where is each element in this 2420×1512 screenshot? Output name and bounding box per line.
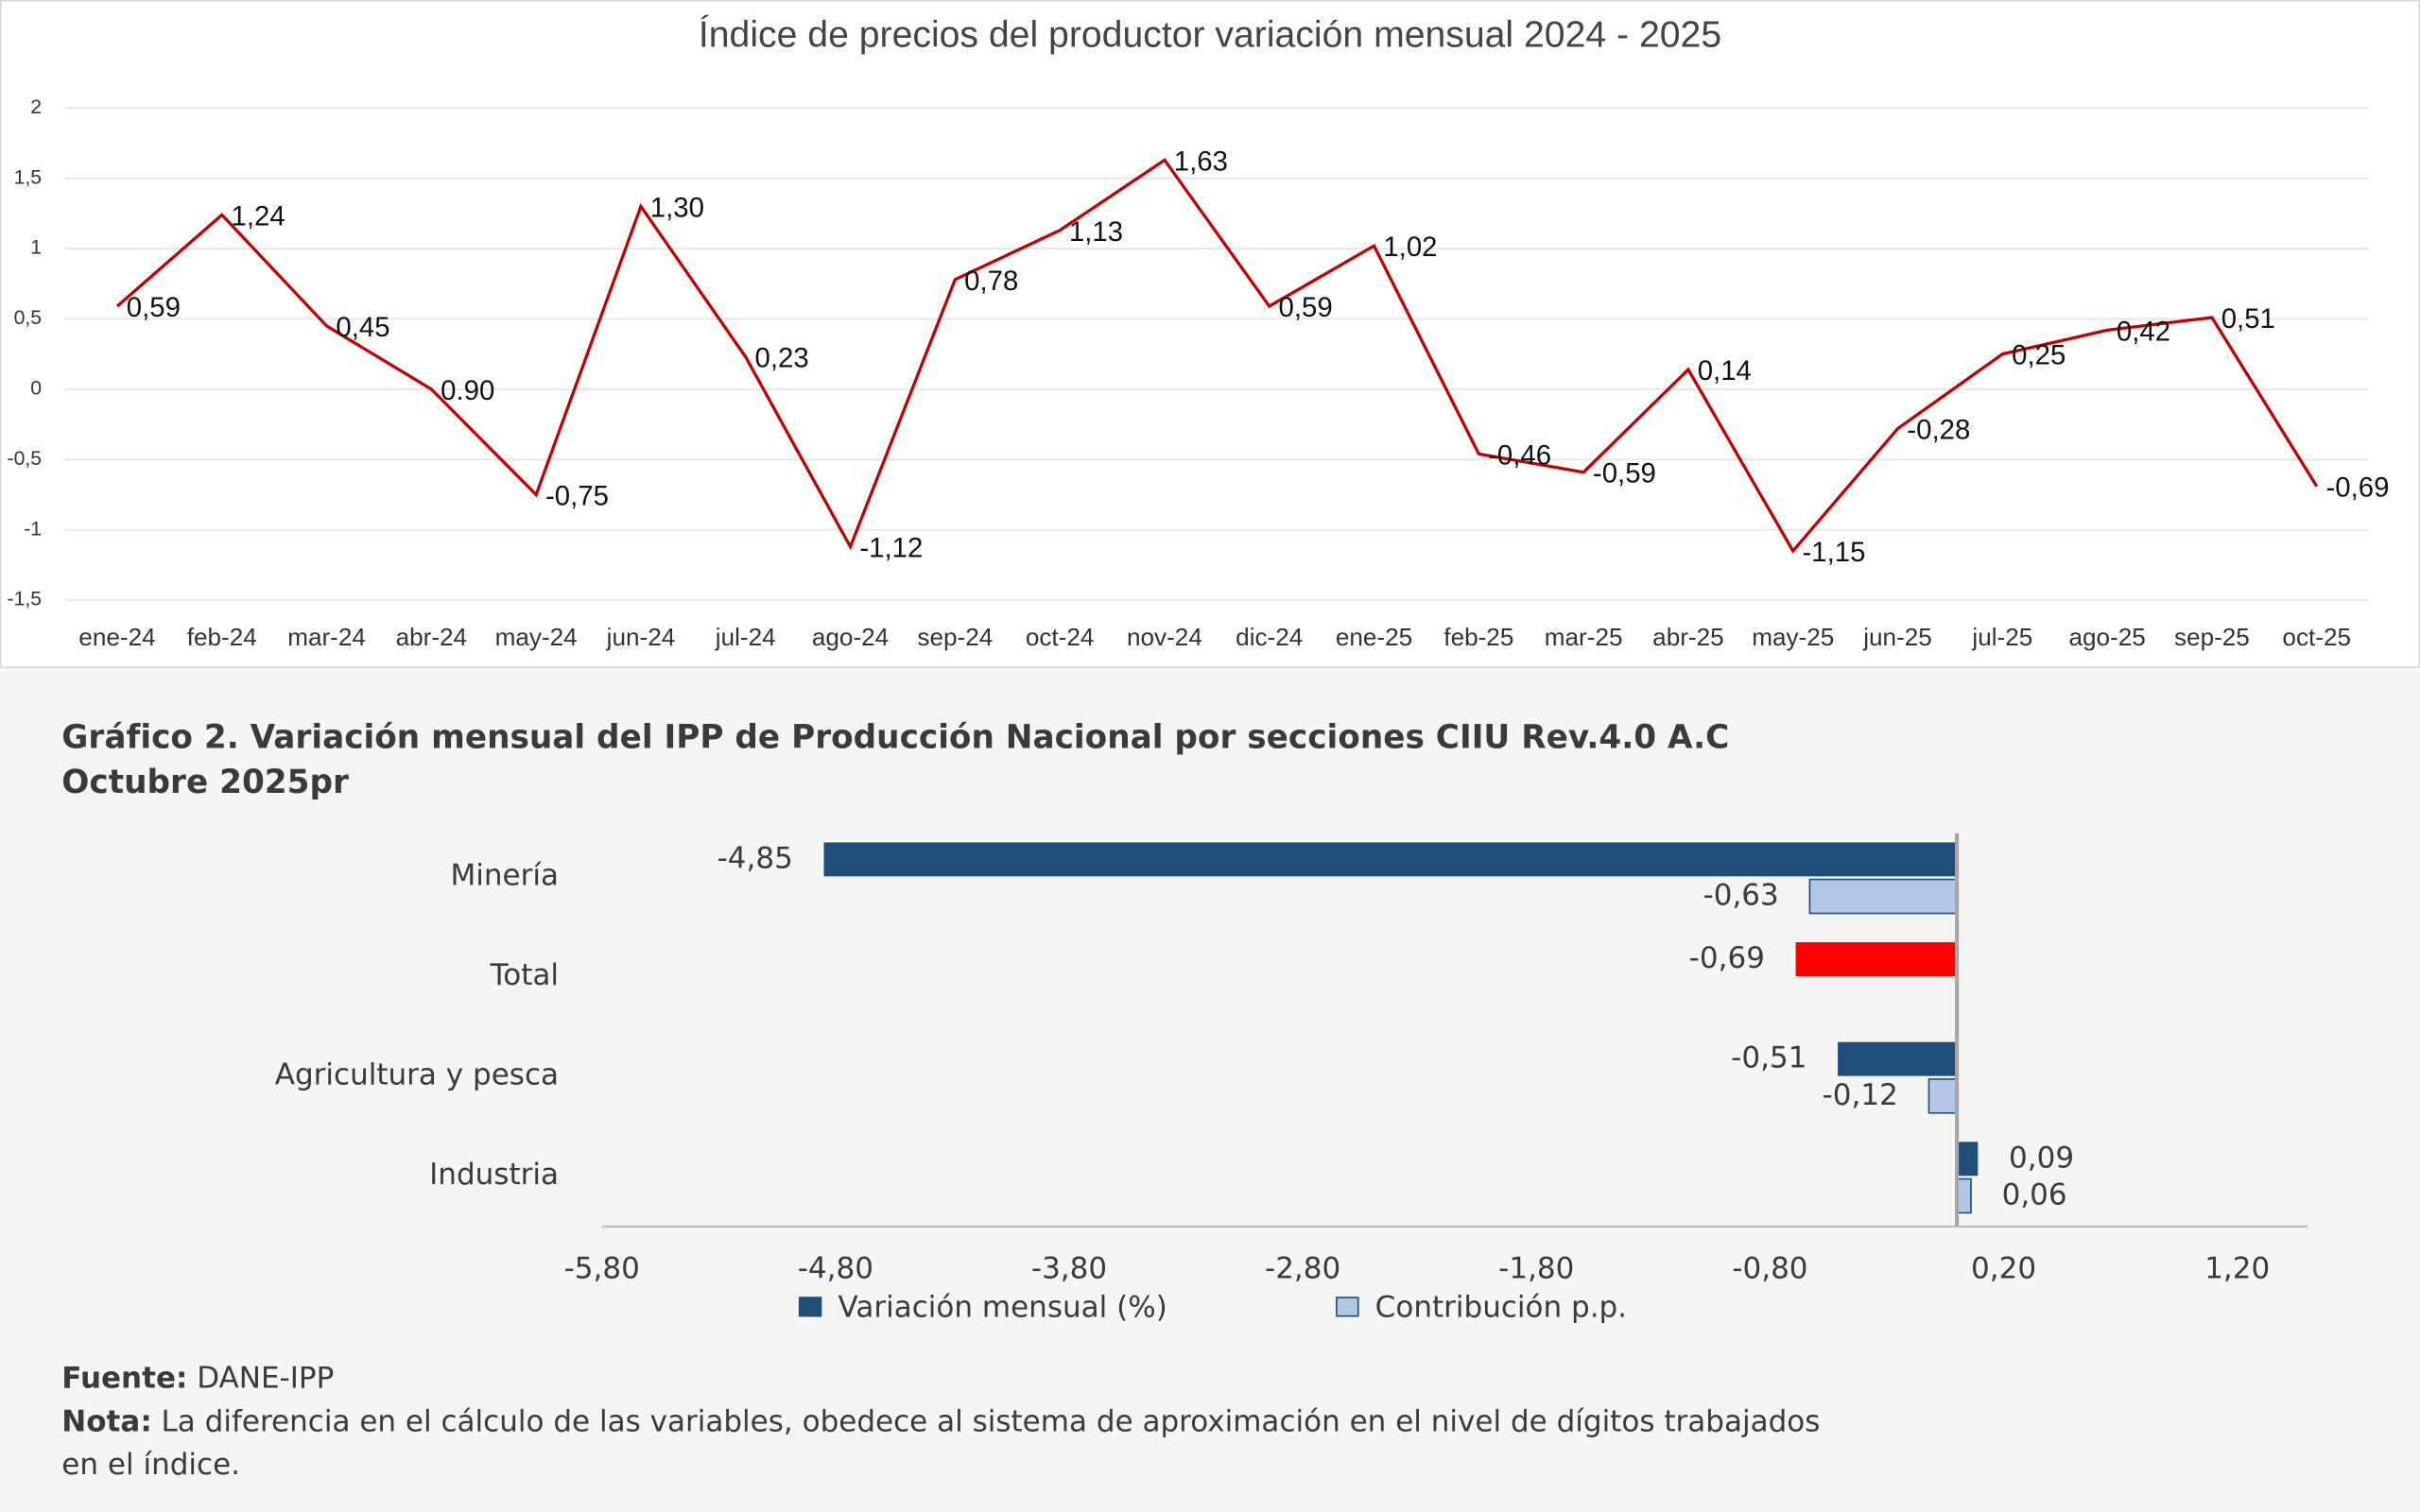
legend-label: Variación mensual (%) — [838, 1290, 1167, 1324]
x-tick-label: 1,20 — [2204, 1252, 2270, 1286]
x-tick-label: ago-25 — [2068, 623, 2145, 651]
note-label: Nota: — [61, 1404, 151, 1438]
bar — [1838, 1041, 1958, 1076]
data-label: 1,30 — [650, 192, 704, 223]
bar — [1927, 1078, 1958, 1114]
x-tick-label: 0,20 — [1971, 1252, 2036, 1286]
x-tick-label: mar-25 — [1545, 623, 1623, 651]
x-tick-label: ene-25 — [1336, 623, 1412, 651]
y-tick-label: -1,5 — [8, 589, 43, 610]
category-label: Total — [490, 958, 559, 992]
y-tick-label: 0,5 — [14, 307, 43, 329]
chart-title: Gráfico 2. Variación mensual del IPP de … — [61, 719, 1729, 757]
x-tick-label: ene-24 — [78, 623, 155, 651]
data-label: -0,69 — [1689, 941, 1765, 975]
data-label: -1,12 — [859, 533, 923, 564]
data-label: 0,78 — [964, 266, 1018, 297]
bar-chart: Gráfico 2. Variación mensual del IPP de … — [61, 719, 2308, 1324]
data-label: -1,15 — [1803, 537, 1866, 568]
data-label: -0,69 — [2326, 472, 2390, 504]
chart-subtitle: Octubre 2025pr — [61, 764, 349, 801]
x-tick-label: may-25 — [1752, 623, 1834, 651]
note-text: La diferencia en el cálculo de las varia… — [162, 1404, 1821, 1438]
data-label: 0,42 — [2117, 316, 2170, 347]
y-tick-label: 0 — [30, 378, 42, 400]
data-label: 0,59 — [127, 292, 181, 323]
bar — [1808, 878, 1958, 915]
data-label: -0,12 — [1823, 1078, 1898, 1112]
data-label: -0,63 — [1703, 879, 1779, 913]
bar — [823, 842, 1958, 877]
category-label: Agricultura y pesca — [275, 1058, 559, 1092]
data-label: 1,02 — [1383, 232, 1437, 263]
chart-title: Índice de precios del productor variació… — [699, 15, 1721, 56]
x-tick-label: nov-24 — [1127, 623, 1202, 651]
legend-label: Contribución p.p. — [1375, 1290, 1627, 1324]
x-tick-label: abr-24 — [396, 623, 467, 651]
x-tick-label: oct-24 — [1026, 623, 1095, 651]
x-tick-label: -0,80 — [1732, 1252, 1807, 1286]
y-tick-label: -0,5 — [8, 448, 43, 470]
x-tick-label: abr-25 — [1652, 623, 1723, 651]
source-text: DANE-IPP — [197, 1362, 334, 1396]
x-tick-label: -2,80 — [1265, 1252, 1340, 1286]
data-line — [115, 158, 2319, 554]
x-tick-label: dic-24 — [1236, 623, 1303, 651]
data-label: 0,51 — [2221, 303, 2275, 335]
note: Nota: La diferencia en el cálculo de las … — [61, 1404, 1820, 1438]
x-tick-label: mar-24 — [287, 623, 366, 651]
data-label: 0,59 — [1279, 292, 1333, 323]
x-tick-label: oct-25 — [2282, 623, 2351, 651]
source: Fuente: DANE-IPP — [61, 1362, 334, 1396]
bar — [1957, 1142, 1979, 1177]
bar — [1956, 1177, 1972, 1214]
x-tick-label: jul-24 — [715, 623, 776, 651]
data-label: -4,85 — [717, 841, 793, 875]
x-tick-label: sep-25 — [2174, 623, 2250, 651]
x-tick-label: ago-24 — [812, 623, 889, 651]
data-label: 0,14 — [1698, 355, 1752, 387]
data-label: -0,59 — [1593, 458, 1656, 490]
chart1-frame — [0, 0, 2420, 668]
data-label: -0,51 — [1731, 1041, 1806, 1075]
y-tick-label: 1,5 — [14, 166, 43, 188]
x-tick-label: -1,80 — [1498, 1252, 1574, 1286]
y-tick-label: 2 — [30, 96, 42, 118]
data-label: -0,28 — [1907, 415, 1970, 446]
data-label: -0,75 — [545, 481, 609, 512]
data-label: 1,24 — [232, 200, 285, 232]
data-label: 1,63 — [1174, 146, 1228, 177]
x-tick-label: -3,80 — [1031, 1252, 1107, 1286]
x-tick-label: feb-25 — [1443, 623, 1513, 651]
data-label: 0,25 — [2012, 340, 2066, 371]
x-tick-label: feb-24 — [187, 623, 257, 651]
legend-swatch — [1336, 1297, 1359, 1317]
x-tick-label: -5,80 — [564, 1252, 640, 1286]
x-tick-label: jun-24 — [606, 623, 676, 651]
category-label: Industria — [429, 1158, 559, 1192]
y-tick-label: 1 — [30, 237, 42, 259]
data-label: -0,46 — [1488, 439, 1551, 471]
x-tick-label: sep-24 — [917, 623, 993, 651]
data-label: 0,23 — [755, 343, 809, 374]
line-chart: Índice de precios del productor variació… — [8, 15, 2390, 651]
x-tick-label: jun-25 — [1862, 623, 1932, 651]
source-label: Fuente: — [61, 1362, 187, 1396]
category-label: Minería — [451, 858, 560, 892]
x-tick-label: may-24 — [495, 623, 578, 651]
note-text: en el índice. — [61, 1448, 240, 1482]
data-label: 0.90 — [441, 375, 494, 406]
data-label: 1,13 — [1069, 216, 1123, 248]
data-label: 0,09 — [2009, 1141, 2074, 1175]
x-tick-label: jul-25 — [1971, 623, 2032, 651]
data-label: 0,45 — [336, 312, 389, 343]
footer: Fuente: DANE-IPP Nota: La diferencia en el… — [61, 1362, 1820, 1482]
data-label: 0,06 — [2002, 1177, 2067, 1211]
x-tick-label: -4,80 — [798, 1252, 873, 1286]
legend-swatch — [798, 1297, 822, 1317]
bar — [1795, 942, 1958, 976]
y-tick-label: -1 — [24, 518, 42, 540]
